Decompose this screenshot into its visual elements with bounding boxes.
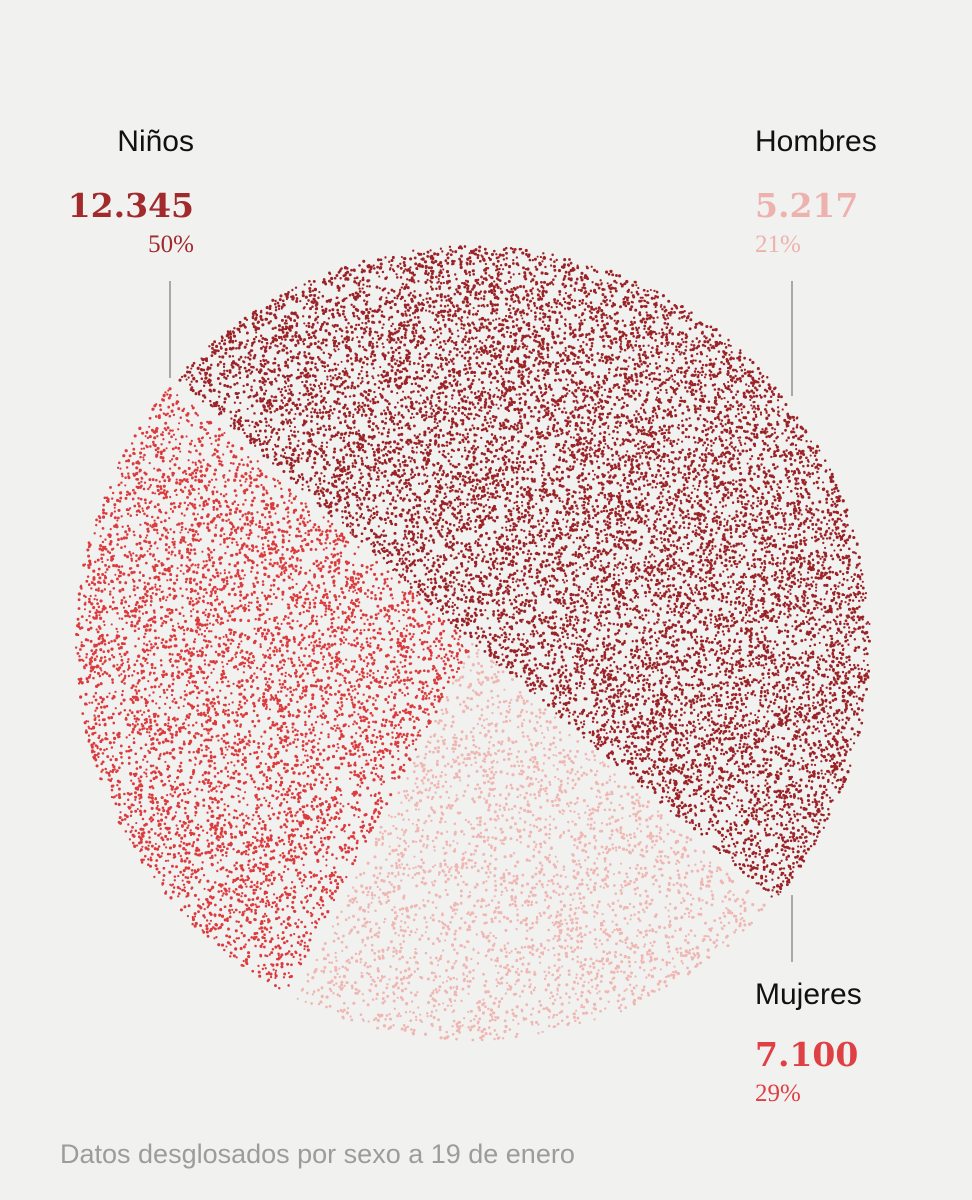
footnote: Datos desglosados por sexo a 19 de enero — [60, 1139, 575, 1169]
slice-value-mujeres: 7.100 — [755, 1035, 858, 1074]
slice-dots-hombres — [296, 642, 766, 1042]
slice-percent-mujeres: 29% — [755, 1080, 801, 1107]
pie-dots — [74, 245, 871, 1042]
slice-dots-mujeres — [74, 387, 470, 990]
dot-pie-chart: Niños 12.345 50% Hombres 5.217 21% Mujer… — [68, 125, 877, 1107]
callout-hombres: Hombres 5.217 21% — [755, 125, 877, 396]
slice-value-hombres: 5.217 — [755, 186, 858, 225]
callout-mujeres: Mujeres 7.100 29% — [755, 895, 862, 1107]
slice-label-mujeres: Mujeres — [755, 978, 862, 1011]
slice-value-ninos: 12.345 — [68, 186, 194, 225]
slice-label-ninos: Niños — [117, 125, 194, 158]
callout-ninos: Niños 12.345 50% — [68, 125, 194, 378]
slice-label-hombres: Hombres — [755, 125, 877, 158]
slice-dots-ninos — [178, 245, 871, 898]
slice-percent-ninos: 50% — [148, 231, 194, 258]
slice-percent-hombres: 21% — [755, 231, 801, 258]
